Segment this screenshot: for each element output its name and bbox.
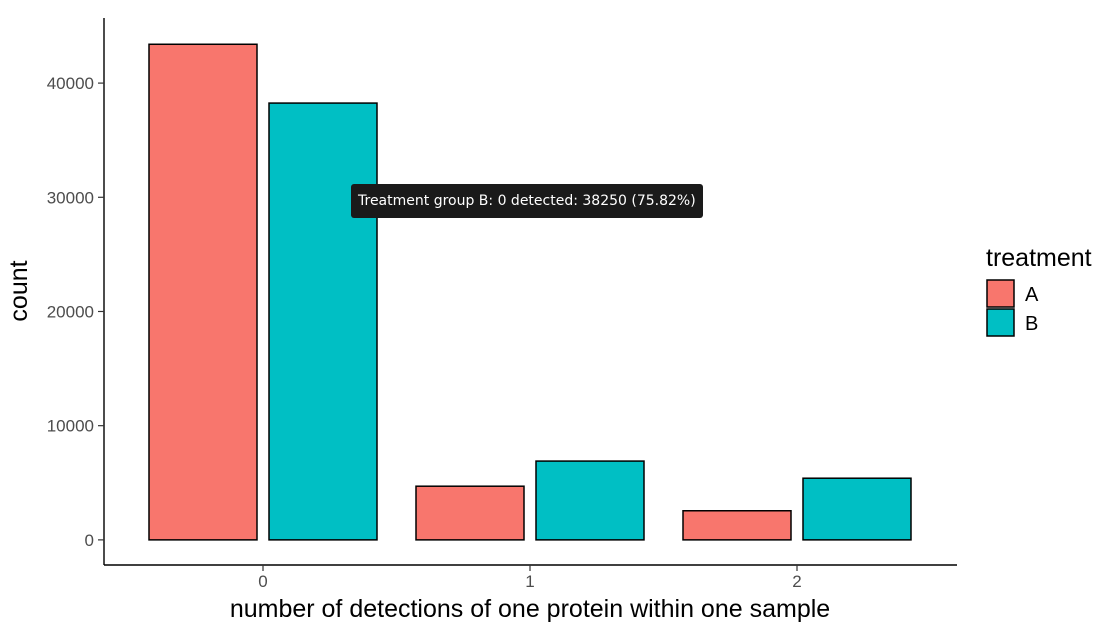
bar-B-1[interactable] xyxy=(535,460,645,541)
x-ticks: 0 1 2 xyxy=(258,565,802,591)
bar-B-2[interactable] xyxy=(802,477,912,541)
x-tick-label: 2 xyxy=(792,572,801,591)
y-tick-label: 0 xyxy=(85,531,94,550)
legend-key-A xyxy=(986,279,1015,308)
hover-tooltip: Treatment group B: 0 detected: 38250 (75… xyxy=(351,184,703,218)
x-tick-label: 0 xyxy=(258,572,267,591)
y-tick-label: 40000 xyxy=(47,74,94,93)
legend-label-A: A xyxy=(1025,284,1039,306)
legend-key-B xyxy=(986,308,1015,337)
y-ticks: 0 10000 20000 30000 40000 xyxy=(47,74,104,550)
legend-label-B: B xyxy=(1025,313,1038,335)
legend-title: treatment xyxy=(986,244,1092,272)
bar-A-1[interactable] xyxy=(415,485,525,541)
y-tick-label: 20000 xyxy=(47,302,94,321)
y-tick-label: 10000 xyxy=(47,417,94,436)
y-axis-title: count xyxy=(5,260,33,321)
x-tick-label: 1 xyxy=(525,572,534,591)
bar-B-0[interactable] xyxy=(268,102,378,541)
x-axis-title: number of detections of one protein with… xyxy=(230,595,830,623)
y-tick-label: 30000 xyxy=(47,188,94,207)
bar-A-2[interactable] xyxy=(682,510,792,541)
legend: treatment AB xyxy=(986,244,1092,337)
bar-A-0[interactable] xyxy=(148,43,258,541)
bars-layer xyxy=(148,43,912,541)
